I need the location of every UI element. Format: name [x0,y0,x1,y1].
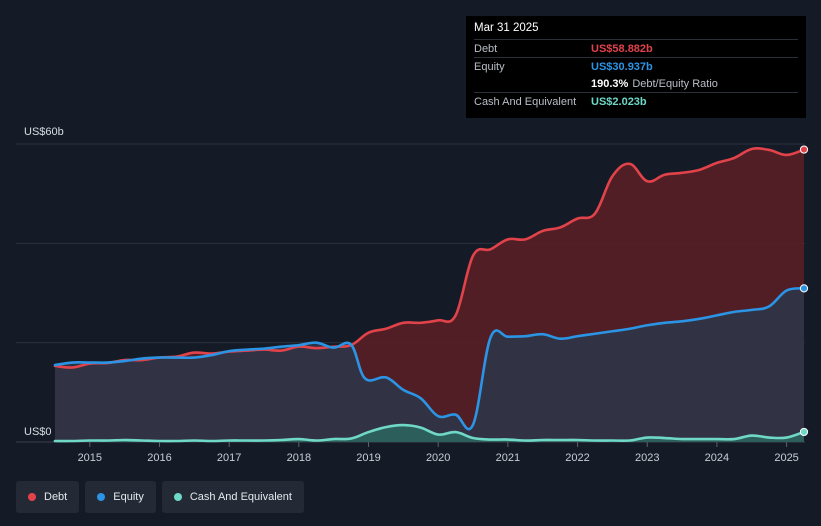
x-tick-label: 2023 [635,452,659,464]
x-tick-label: 2017 [217,452,241,464]
tooltip-debt-value: US$58.882b [591,42,653,55]
tooltip-row-equity: Equity US$30.937b [474,57,798,75]
tooltip-ratio-value: 190.3% [591,77,629,90]
tooltip-cash-label: Cash And Equivalent [474,95,577,108]
area-equity [54,288,805,442]
area-cash [54,425,805,442]
chart-end-markers [799,145,809,437]
y-tick-label-top: US$60b [24,126,64,138]
cash-dot-icon [173,493,182,501]
debt-dot-icon [28,493,36,501]
x-axis: 2015 2016 2017 2018 2019 2020 2021 2022 2023 2024… [78,442,799,464]
x-tick-label: 2020 [426,452,450,464]
legend-item-debt[interactable]: Debt [16,481,80,513]
tooltip-debt-label: Debt [474,42,498,55]
chart-lines [53,147,806,443]
x-tick-label: 2022 [565,452,589,464]
tooltip-date: Mar 31 2025 [474,22,539,34]
end-marker-cash[interactable] [799,427,809,437]
legend-item-cash[interactable]: Cash And Equivalent [161,481,304,513]
tooltip-cash-value: US$2.023b [591,95,647,108]
tooltip-equity-value: US$30.937b [591,60,653,73]
x-tick-label: 2015 [78,452,102,464]
legend-label-debt: Debt [44,491,68,503]
legend-label-cash: Cash And Equivalent [189,491,292,503]
tooltip-row-cash: Cash And Equivalent US$2.023b [474,92,798,110]
equity-dot-icon [97,493,106,501]
series-line-equity [53,287,806,431]
tooltip-row-ratio: 190.3% Debt/Equity Ratio [474,75,798,92]
x-tick-label: 2019 [356,452,380,464]
x-tick-label: 2024 [705,452,729,464]
legend-item-equity[interactable]: Equity [85,481,156,513]
x-tick-label: 2016 [147,452,171,464]
tooltip-row-debt: Debt US$58.882b [474,39,798,57]
tooltip-equity-label: Equity [474,60,505,73]
x-tick-label: 2018 [287,452,311,464]
end-marker-equity[interactable] [799,284,809,293]
x-tick-label: 2021 [496,452,520,464]
x-tick-label: 2025 [774,452,798,464]
tooltip-panel: Mar 31 2025 Debt US$58.882b Equity US$30… [466,16,806,118]
tooltip-ratio-label: Debt/Equity Ratio [632,77,718,90]
chart-areas [54,148,805,443]
chart-legend: Debt Equity Cash And Equivalent [16,481,304,513]
y-tick-label-bottom: US$0 [24,426,52,438]
end-marker-debt[interactable] [799,145,809,154]
legend-label-equity: Equity [113,491,144,503]
series-line-cash [53,423,806,443]
